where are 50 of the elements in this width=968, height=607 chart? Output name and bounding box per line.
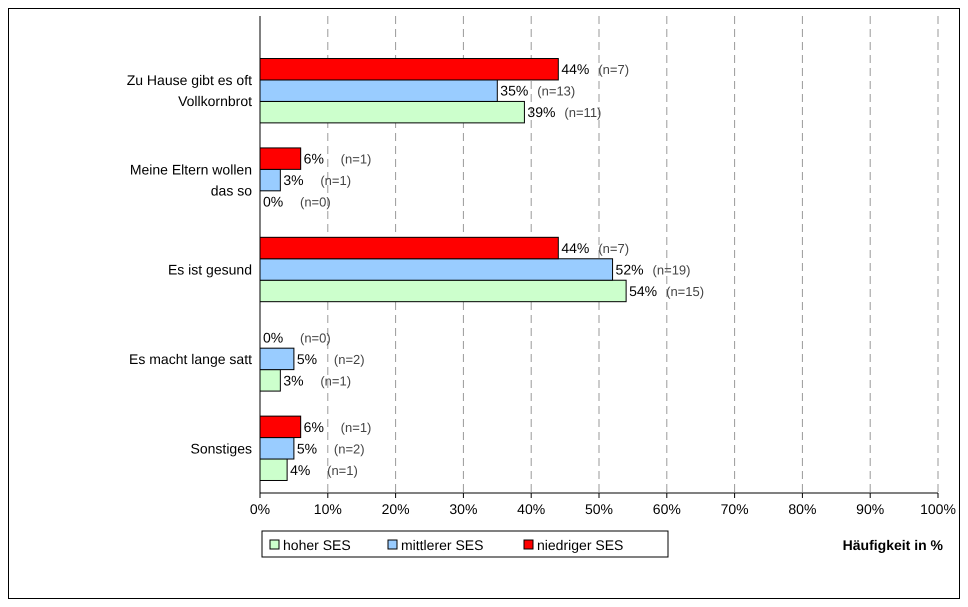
- y-tick-label: Es ist gesund: [168, 262, 252, 278]
- text: 0%: [263, 329, 284, 346]
- annotation: (n=2): [334, 441, 365, 456]
- x-tick-label: 40%: [517, 501, 546, 517]
- annotation: (n=7): [598, 241, 630, 256]
- text: 54%: [629, 282, 658, 299]
- legend-label: hoher SES: [283, 537, 351, 553]
- text: 5%: [296, 440, 318, 456]
- text: 44%: [561, 240, 590, 256]
- annotation: (n=1): [340, 152, 372, 167]
- annotation: (n=1): [320, 173, 352, 188]
- annotation: (n=15): [666, 284, 704, 299]
- annotation: (n=7): [598, 62, 630, 78]
- text: 0%: [263, 194, 284, 210]
- x-tick-label: 90%: [856, 501, 884, 517]
- text: 6%: [304, 418, 324, 435]
- annotation: (n=0): [300, 330, 331, 346]
- x-tick-label: 60%: [652, 501, 681, 517]
- text: 6%: [304, 150, 324, 167]
- text: 5%: [296, 350, 318, 367]
- x-tick-label: 20%: [382, 501, 410, 517]
- y-tick-label: Meine Eltern wollen das so: [130, 162, 252, 199]
- x-tick-label: 50%: [584, 501, 614, 517]
- annotation: (n=0): [300, 194, 331, 210]
- x-tick-label: 0%: [250, 501, 270, 517]
- annotation: (n=13): [537, 84, 576, 99]
- y-tick-label: Zu Hause gibt es oft Vollkornbrot: [126, 72, 252, 110]
- annotation: (n=2): [334, 352, 365, 367]
- x-tick-label: 70%: [720, 501, 749, 517]
- x-tick-label: 10%: [314, 501, 342, 517]
- text: 4%: [290, 462, 310, 478]
- x-tick-label: 80%: [788, 501, 816, 517]
- text: 3%: [283, 372, 304, 388]
- legend-label: mittlerer SES: [401, 537, 484, 553]
- y-tick-label: Es macht lange satt: [129, 350, 252, 367]
- annotation: (n=1): [320, 373, 352, 388]
- text: 52%: [616, 262, 644, 278]
- annotation: (n=1): [327, 462, 358, 478]
- legend-label: niedriger SES: [537, 537, 624, 553]
- x-tick-label: 100%: [920, 501, 956, 517]
- x-axis-title: Häufigkeit in %: [842, 537, 944, 553]
- y-tick-label: Sonstiges: [190, 440, 252, 456]
- annotation: (n=1): [340, 420, 372, 435]
- annotation: (n=11): [564, 105, 602, 120]
- text: 44%: [561, 61, 590, 78]
- x-tick-label: 30%: [449, 501, 478, 517]
- text: 39%: [527, 104, 556, 120]
- text: 35%: [500, 82, 528, 99]
- annotation: (n=19): [652, 262, 691, 278]
- text: 3%: [283, 172, 304, 188]
